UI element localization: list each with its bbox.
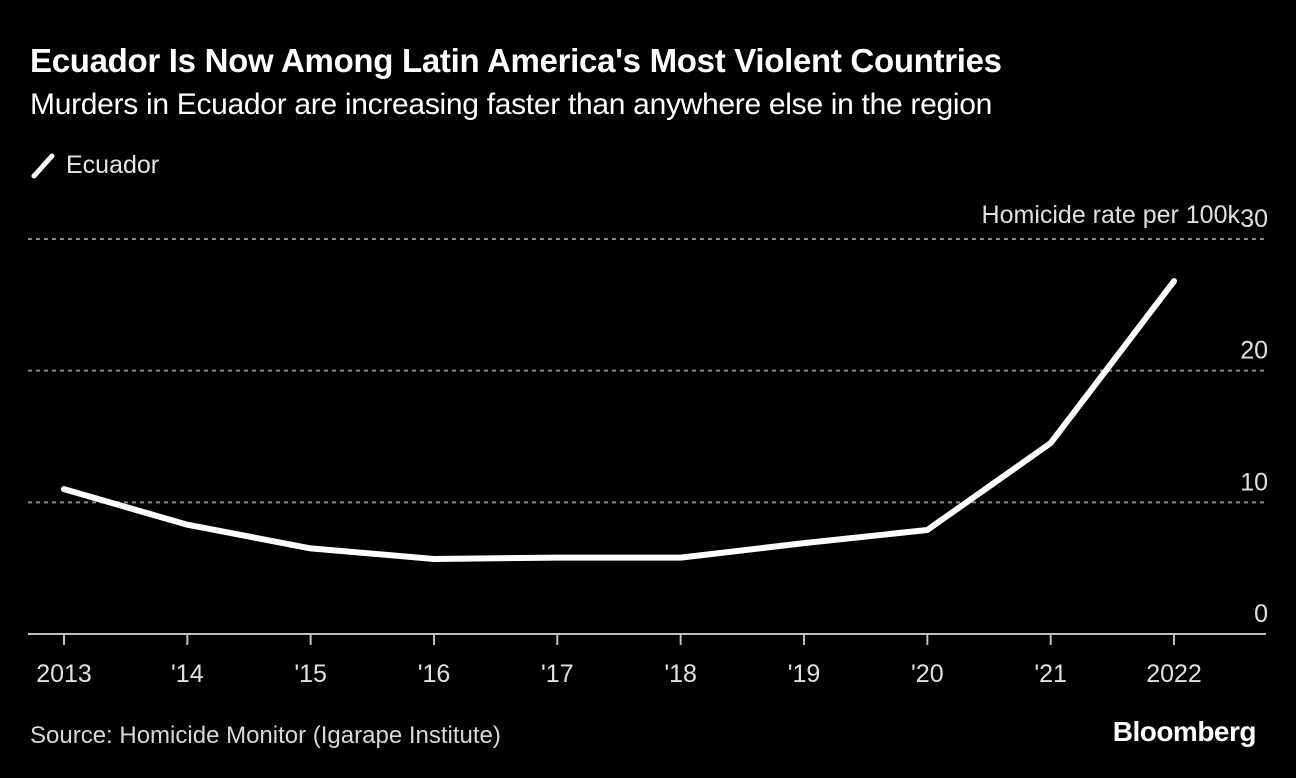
x-tick-label-7: '20	[911, 660, 944, 688]
y-tick-label-30: 30	[1240, 205, 1268, 233]
x-tick-label-1: '14	[171, 660, 204, 688]
bloomberg-logo: Bloomberg	[1112, 716, 1257, 747]
x-tick-label-3: '16	[418, 660, 451, 688]
x-tick-label-2: '15	[294, 660, 327, 688]
x-tick-label-9: 2022	[1146, 660, 1202, 688]
x-tick-label-8: '21	[1034, 660, 1067, 688]
y-axis-title: Homicide rate per 100k	[982, 201, 1241, 229]
legend-label-ecuador: Ecuador	[66, 150, 160, 179]
legend: Ecuador	[30, 150, 159, 180]
y-tick-label-0: 0	[1254, 600, 1268, 628]
x-tick-label-4: '17	[541, 660, 574, 688]
series-line-ecuador	[61, 278, 1177, 562]
y-tick-label-20: 20	[1240, 337, 1268, 365]
x-tick-label-0: 2013	[36, 660, 92, 688]
x-tick-label-5: '18	[664, 660, 697, 688]
chart-title: Ecuador Is Now Among Latin America's Mos…	[30, 42, 1002, 79]
legend-line-icon	[31, 153, 55, 179]
chart-subtitle: Murders in Ecuador are increasing faster…	[30, 88, 992, 121]
x-tick-label-6: '19	[788, 660, 821, 688]
y-tick-label-10: 10	[1240, 468, 1268, 496]
source-note: Source: Homicide Monitor (Igarape Instit…	[30, 722, 501, 749]
